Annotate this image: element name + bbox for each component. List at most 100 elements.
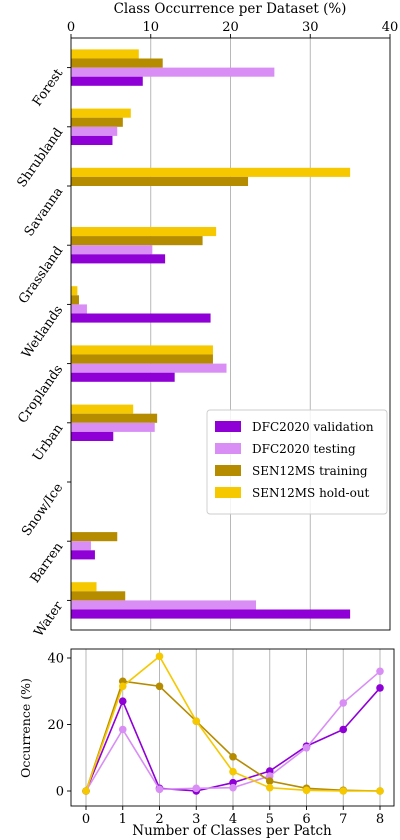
bottom-x-tick-label: 4	[229, 812, 237, 827]
point-sen12ms-hold-out-2	[155, 652, 164, 661]
category-label-forest: Forest	[30, 66, 67, 110]
bottom-y-tick-label: 0	[56, 785, 64, 800]
legend-swatch-dfc2020-validation	[215, 421, 241, 432]
bottom-gridlines	[85, 649, 381, 806]
bottom-x-ticks: 0 1 2 3 4 5 6 7 8	[82, 806, 384, 827]
category-label-urban: Urban	[30, 421, 67, 464]
bar-dfc2020-testing-shrubland	[71, 126, 118, 136]
legend-swatch-sen12ms-hold-out	[215, 487, 241, 498]
bar-dfc2020-testing-croplands	[71, 363, 227, 373]
bar-sen12ms-hold-out-wetlands	[71, 286, 78, 296]
bar-dfc2020-validation-barren	[71, 550, 95, 560]
top-x-ticks: 0 10 20 30 40	[67, 20, 398, 38]
bar-dfc2020-testing-water	[71, 600, 257, 610]
bar-dfc2020-testing-grassland	[71, 245, 153, 255]
bar-dfc2020-validation-croplands	[71, 372, 175, 382]
bar-dfc2020-testing-wetlands	[71, 304, 87, 314]
bottom-x-tick-label: 8	[376, 812, 384, 827]
bottom-plot-frame	[70, 648, 395, 807]
bottom-x-tick-label: 2	[155, 812, 163, 827]
legend-label-sen12ms-training: SEN12MS training	[252, 464, 368, 478]
bottom-line-chart: 0 1 2 3 4 5 6 7 8 0 20 40 Number of Classes per Pa…	[18, 648, 395, 839]
point-dfc2020-testing-8	[376, 667, 384, 676]
bar-dfc2020-testing-forest	[71, 67, 275, 77]
point-dfc2020-testing-7	[339, 699, 348, 707]
point-dfc2020-testing-2	[155, 785, 164, 794]
point-sen12ms-hold-out-8	[376, 787, 384, 795]
bar-sen12ms-training-wetlands	[71, 295, 79, 305]
point-sen12ms-training-2	[155, 682, 164, 691]
legend-swatch-sen12ms-training	[215, 465, 241, 476]
point-dfc2020-testing-3	[192, 784, 201, 793]
bar-dfc2020-validation-water	[71, 609, 351, 619]
top-bars	[71, 49, 351, 619]
top-x-tick-label: 0	[67, 20, 75, 35]
legend-label-dfc2020-validation: DFC2020 validation	[252, 420, 374, 434]
bar-sen12ms-training-savanna	[71, 176, 249, 186]
category-label-barren: Barren	[28, 539, 67, 586]
bar-sen12ms-training-urban	[71, 413, 158, 423]
legend-frame	[206, 409, 388, 515]
point-sen12ms-hold-out-5	[265, 783, 274, 792]
legend-swatch-dfc2020-testing	[215, 443, 241, 454]
point-dfc2020-validation-8	[376, 684, 384, 692]
bar-sen12ms-training-grassland	[71, 236, 203, 246]
point-sen12ms-hold-out-7	[339, 787, 348, 795]
category-label-water: Water	[32, 598, 67, 639]
bar-sen12ms-training-forest	[71, 58, 163, 68]
point-dfc2020-testing-4	[229, 783, 237, 792]
top-x-axis-label: Class Occurrence per Dataset (%)	[114, 1, 347, 17]
bar-sen12ms-hold-out-forest	[71, 49, 139, 59]
point-sen12ms-hold-out-4	[229, 767, 237, 776]
bottom-x-tick-label: 5	[266, 812, 274, 827]
point-dfc2020-testing-6	[302, 743, 311, 752]
point-dfc2020-validation-7	[339, 725, 348, 734]
bottom-y-tick-label: 40	[47, 652, 64, 667]
top-gridlines	[150, 38, 311, 630]
bottom-x-tick-label: 1	[119, 812, 127, 827]
bar-dfc2020-validation-wetlands	[71, 313, 211, 323]
bar-sen12ms-hold-out-water	[71, 582, 97, 592]
bottom-y-tick-label: 20	[47, 718, 64, 733]
bar-sen12ms-training-barren	[71, 532, 118, 542]
point-sen12ms-hold-out-0	[82, 787, 90, 795]
category-label-snow-ice: Snow/Ice	[19, 480, 66, 539]
bar-dfc2020-testing-urban	[71, 422, 155, 432]
bar-dfc2020-validation-urban	[71, 431, 114, 441]
legend: DFC2020 validation DFC2020 testing SEN12MS…	[206, 409, 388, 515]
bar-dfc2020-validation-grassland	[71, 254, 166, 264]
bar-dfc2020-validation-forest	[71, 76, 143, 86]
category-label-savanna: Savanna	[22, 184, 67, 239]
bottom-y-ticks: 0 20 40	[47, 652, 71, 800]
bar-sen12ms-hold-out-savanna	[71, 167, 351, 177]
bar-sen12ms-training-shrubland	[71, 117, 123, 127]
bar-sen12ms-hold-out-shrubland	[71, 108, 131, 118]
bar-dfc2020-testing-barren	[71, 541, 91, 551]
point-sen12ms-hold-out-1	[118, 682, 127, 691]
category-label-wetlands: Wetlands	[19, 303, 66, 361]
legend-label-sen12ms-hold-out: SEN12MS hold-out	[252, 486, 370, 500]
bar-sen12ms-hold-out-croplands	[71, 345, 213, 355]
bottom-x-axis-label: Number of Classes per Patch	[132, 823, 332, 839]
point-dfc2020-validation-1	[118, 697, 127, 706]
category-label-croplands: Croplands	[15, 362, 66, 426]
bar-sen12ms-training-croplands	[71, 354, 213, 364]
top-x-tick-label: 30	[302, 20, 319, 35]
bottom-x-tick-label: 6	[302, 812, 310, 827]
bar-sen12ms-hold-out-grassland	[71, 227, 217, 237]
top-x-tick-label: 10	[142, 20, 159, 35]
point-sen12ms-training-5	[265, 777, 274, 785]
point-sen12ms-training-4	[229, 752, 237, 761]
top-x-tick-label: 20	[222, 20, 239, 35]
category-label-grassland: Grassland	[16, 244, 66, 307]
category-label-shrubland: Shrubland	[15, 125, 67, 190]
point-dfc2020-testing-1	[118, 725, 127, 734]
bar-sen12ms-training-water	[71, 591, 126, 601]
bottom-lines	[82, 652, 384, 795]
bottom-x-tick-label: 3	[192, 812, 200, 827]
bottom-y-axis-label: Occurrence (%)	[18, 678, 33, 778]
bar-dfc2020-validation-shrubland	[71, 135, 113, 145]
